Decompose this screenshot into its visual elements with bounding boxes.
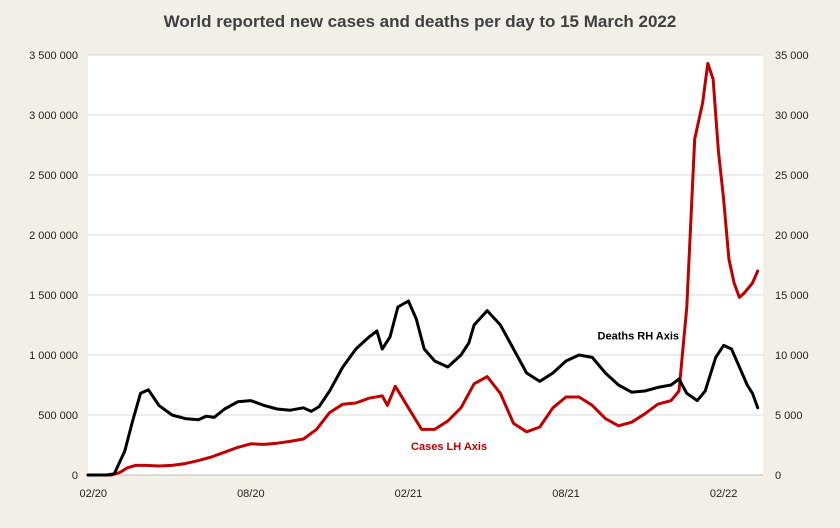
y-right-tick-label: 5 000: [775, 410, 803, 422]
x-tick-label: 02/22: [710, 488, 738, 500]
plot-area: [88, 55, 763, 475]
x-tick-label: 02/20: [79, 488, 107, 500]
chart-title: World reported new cases and deaths per …: [164, 12, 677, 31]
y-left-tick-label: 3 000 000: [29, 110, 78, 122]
x-tick-label: 08/20: [237, 488, 265, 500]
y-left-tick-label: 2 500 000: [29, 170, 78, 182]
y-right-tick-label: 10 000: [775, 350, 809, 362]
y-left-tick-label: 0: [72, 470, 78, 482]
x-tick-label: 08/21: [552, 488, 580, 500]
y-right-tick-label: 20 000: [775, 230, 809, 242]
y-right-tick-label: 25 000: [775, 170, 809, 182]
series-lines: [86, 61, 760, 477]
y-right-tick-label: 15 000: [775, 290, 809, 302]
cases-series-line: [86, 61, 760, 477]
y-left-tick-label: 2 000 000: [29, 230, 78, 242]
cases-series-label: Cases LH Axis: [411, 441, 487, 453]
y-left-tick-label: 1 000 000: [29, 350, 78, 362]
deaths-series-label: Deaths RH Axis: [598, 330, 680, 342]
y-left-tick-label: 3 500 000: [29, 50, 78, 62]
y-left-tick-label: 500 000: [38, 410, 78, 422]
annotations: Deaths RH Axis Cases LH Axis: [411, 330, 679, 452]
deaths-series-line: [86, 299, 760, 477]
axes: 0 500 000 1 000 000 1 500 000 2 000 000 2 500…: [29, 50, 809, 500]
y-right-tick-label: 35 000: [775, 50, 809, 62]
y-left-tick-label: 1 500 000: [29, 290, 78, 302]
y-right-tick-label: 30 000: [775, 110, 809, 122]
y-right-tick-label: 0: [775, 470, 781, 482]
x-tick-label: 02/21: [395, 488, 423, 500]
gridlines: [88, 54, 763, 416]
